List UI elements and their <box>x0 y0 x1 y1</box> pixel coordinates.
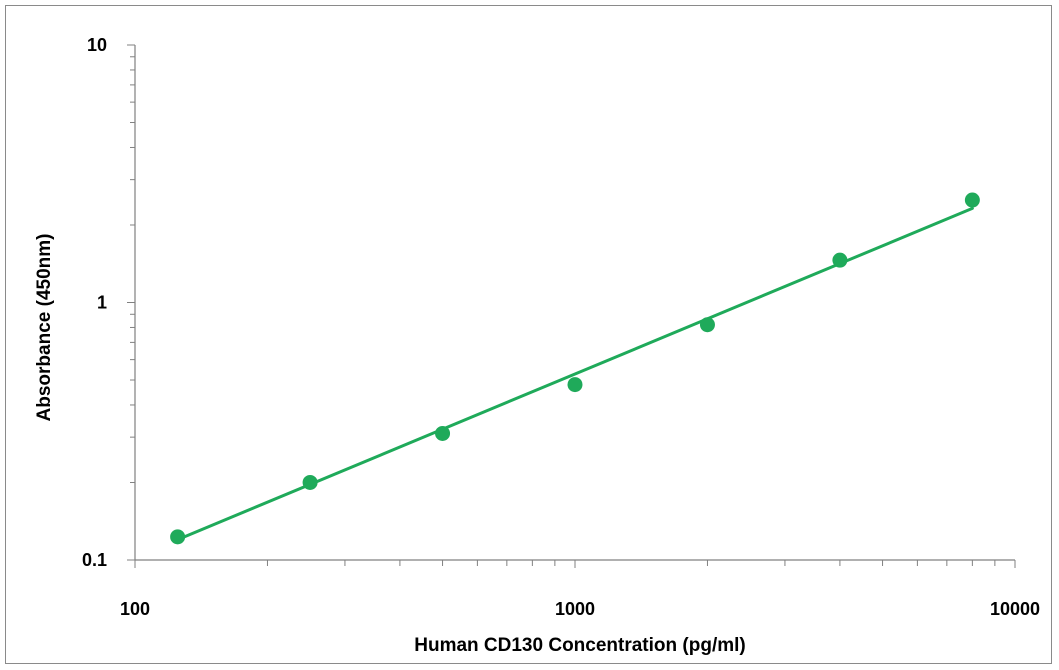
axes <box>134 45 1015 561</box>
fit-line-group <box>176 206 974 542</box>
y-axis-title: Absorbance (450nm) <box>34 234 55 422</box>
y-tick-label: 1 <box>97 293 107 313</box>
data-point <box>964 192 980 208</box>
x-axis-title: Human CD130 Concentration (pg/ml) <box>414 635 745 656</box>
data-point <box>435 425 451 441</box>
data-point <box>170 529 186 545</box>
fit-line <box>176 206 974 542</box>
data-point <box>302 474 318 490</box>
x-tick-label: 100 <box>120 599 150 619</box>
data-point <box>832 252 848 268</box>
x-tick-label: 10000 <box>990 599 1040 619</box>
x-tick-label: 1000 <box>555 599 595 619</box>
ticks <box>127 44 1016 568</box>
y-tick-label: 0.1 <box>82 550 107 570</box>
data-points <box>170 192 980 545</box>
y-tick-label: 10 <box>87 35 107 55</box>
tick-labels: 100 1000 10000 0.1 1 10 <box>82 35 1040 619</box>
data-point <box>699 317 715 333</box>
data-point <box>567 377 583 393</box>
chart-frame <box>5 5 1052 664</box>
